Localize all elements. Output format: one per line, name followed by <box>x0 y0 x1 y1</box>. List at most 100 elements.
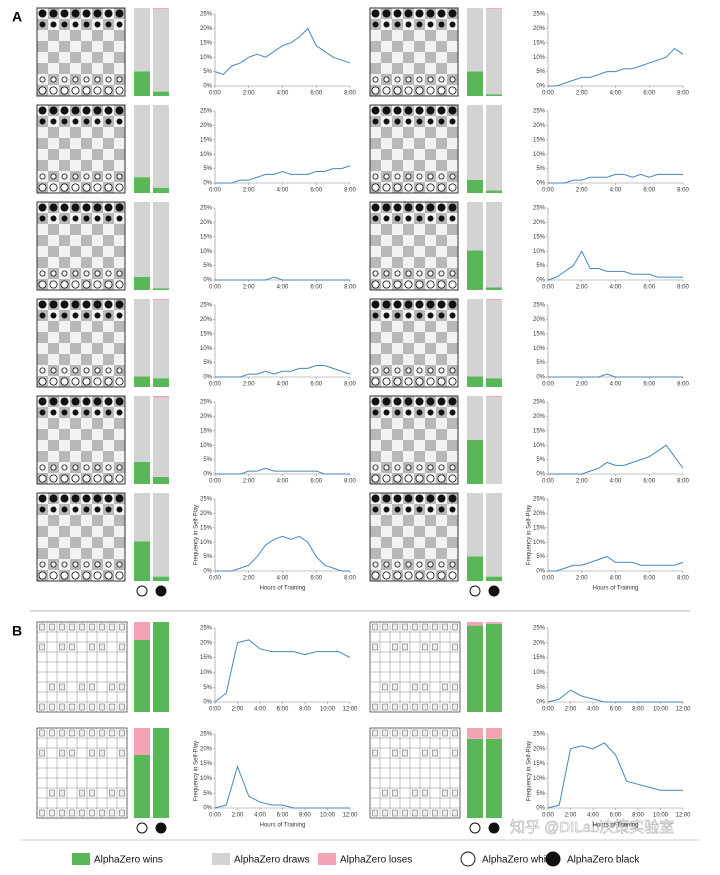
piece <box>83 118 90 125</box>
piece <box>71 9 80 18</box>
piece <box>104 183 113 192</box>
piece <box>449 215 456 222</box>
piece <box>94 506 101 513</box>
piece <box>116 464 123 471</box>
board-square <box>103 224 114 235</box>
board-square <box>48 332 59 343</box>
board-square <box>59 30 70 41</box>
piece <box>437 9 446 18</box>
white-marker <box>136 822 148 834</box>
piece <box>372 561 379 568</box>
piece <box>382 494 391 503</box>
board-square <box>48 235 59 246</box>
piece <box>50 173 57 180</box>
board-square <box>48 138 59 149</box>
piece <box>438 215 445 222</box>
piece <box>83 561 90 568</box>
board-square <box>436 257 447 268</box>
y-tick-label: 0% <box>203 84 212 90</box>
board-square <box>81 63 92 74</box>
board-square <box>392 354 403 365</box>
board-square <box>70 451 81 462</box>
piece <box>79 683 85 691</box>
board-square <box>414 138 425 149</box>
board-square <box>447 52 458 63</box>
piece <box>372 21 379 28</box>
x-tick-label: 6:00 <box>277 707 289 713</box>
board-square <box>447 160 458 171</box>
piece <box>105 76 112 83</box>
board-square <box>425 160 436 171</box>
x-tick-label: 4:00 <box>277 382 289 388</box>
y-tick-label: 10% <box>533 249 546 255</box>
piece <box>49 203 58 212</box>
bar-segment <box>467 440 483 484</box>
piece <box>50 464 57 471</box>
piece <box>60 9 69 18</box>
piece <box>392 789 398 797</box>
board-square <box>114 63 125 74</box>
black-marker <box>155 585 167 597</box>
board-square <box>425 440 436 451</box>
board-square <box>381 235 392 246</box>
bar-segment <box>486 728 502 739</box>
board-square <box>370 41 381 52</box>
x-tick-label: 0:00 <box>209 188 221 194</box>
piece <box>442 623 448 631</box>
board-square <box>92 429 103 440</box>
x-tick-label: 6:00 <box>310 91 322 97</box>
piece <box>383 506 390 513</box>
board-square <box>37 160 48 171</box>
watermark: 知乎 @DILab决策实验室 <box>510 819 674 836</box>
piece <box>109 809 115 817</box>
piece <box>448 474 457 483</box>
bar-segment <box>467 250 483 290</box>
x-tick-label: 6:00 <box>643 382 655 388</box>
board-square <box>370 451 381 462</box>
board-square <box>81 321 92 332</box>
piece <box>437 183 446 192</box>
piece <box>104 203 113 212</box>
board-square <box>381 354 392 365</box>
board-square <box>81 224 92 235</box>
board-square <box>103 63 114 74</box>
board-square <box>114 451 125 462</box>
board-square <box>403 537 414 548</box>
piece <box>392 809 398 817</box>
x-tick-label: 0:00 <box>209 382 221 388</box>
board-square <box>447 354 458 365</box>
y-tick-label: 20% <box>200 746 213 752</box>
board-square <box>392 127 403 138</box>
x-tick-label: 4:00 <box>254 813 266 819</box>
piece <box>105 215 112 222</box>
y-axis-label: Frequency in Self-Play <box>194 741 200 801</box>
board-square <box>425 332 436 343</box>
board-bg <box>36 621 128 713</box>
bar-segment <box>153 493 169 577</box>
piece <box>382 703 388 711</box>
bar-segment <box>134 71 150 96</box>
board-square <box>414 343 425 354</box>
piece <box>83 215 90 222</box>
board-square <box>447 257 458 268</box>
piece <box>437 203 446 212</box>
piece <box>452 623 458 631</box>
piece <box>383 464 390 471</box>
piece <box>422 789 428 797</box>
piece <box>61 173 68 180</box>
board-square <box>114 52 125 63</box>
board-border <box>369 104 459 194</box>
piece <box>371 203 380 212</box>
piece <box>426 571 435 580</box>
board-square <box>392 515 403 526</box>
piece <box>432 643 438 651</box>
board-square <box>114 235 125 246</box>
board-square <box>447 451 458 462</box>
piece <box>404 397 413 406</box>
y-tick-label: 20% <box>200 220 213 226</box>
board-square <box>48 418 59 429</box>
piece <box>438 118 445 125</box>
piece <box>83 21 90 28</box>
piece <box>382 86 391 95</box>
board-square <box>59 127 70 138</box>
